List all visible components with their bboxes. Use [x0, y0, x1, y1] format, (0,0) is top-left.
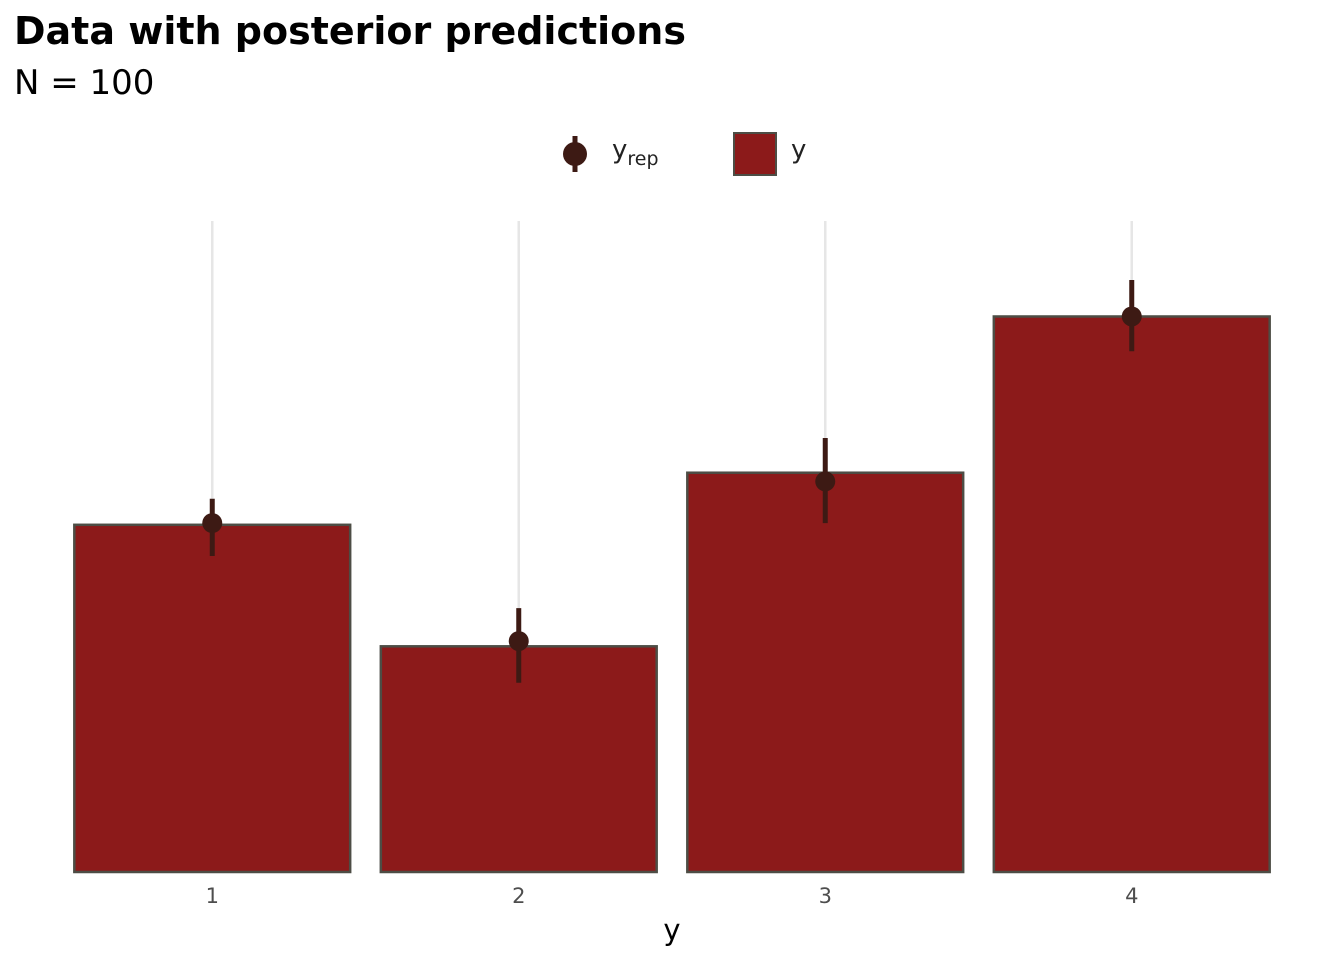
yrep-point-1 [202, 513, 223, 534]
bar-2 [379, 645, 658, 874]
legend-yrep-subscript: rep [627, 148, 658, 170]
legend-y-swatch [733, 132, 777, 176]
yrep-point-4 [1121, 306, 1142, 327]
x-tick-label-2: 2 [512, 884, 525, 908]
x-tick-label-3: 3 [819, 884, 832, 908]
legend: yrep y [563, 132, 806, 176]
legend-y-label: y [791, 135, 806, 165]
legend-yrep-point [563, 142, 587, 166]
bar-layer [73, 315, 1271, 874]
x-axis-label: y [663, 913, 680, 947]
yrep-point-3 [815, 471, 836, 492]
x-tick-label-4: 4 [1125, 884, 1138, 908]
x-tick-label-1: 1 [206, 884, 219, 908]
yrep-point-2 [508, 631, 529, 652]
legend-yrep-main: y [612, 135, 627, 165]
point-layer [202, 280, 1142, 683]
bar-3 [686, 471, 965, 874]
bar-1 [73, 523, 352, 874]
bar-4 [992, 315, 1271, 874]
legend-yrep-label: yrep [612, 135, 659, 170]
chart-subtitle: N = 100 [14, 63, 154, 103]
tick-layer: 1 2 3 4 [206, 884, 1139, 908]
chart-title: Data with posterior predictions [14, 9, 686, 53]
